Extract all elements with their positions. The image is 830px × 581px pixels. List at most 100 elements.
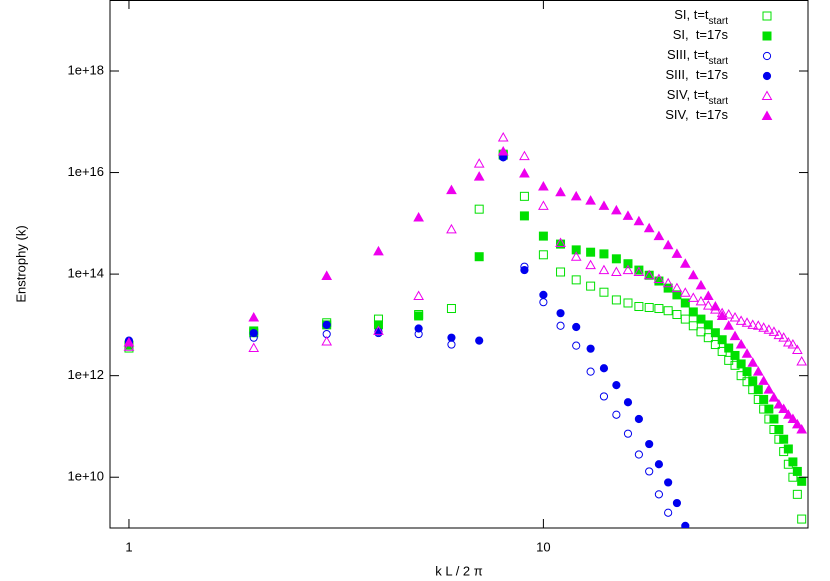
marker <box>611 254 621 264</box>
marker <box>662 239 674 250</box>
marker <box>611 295 621 305</box>
marker <box>519 150 530 161</box>
marker <box>519 211 529 221</box>
marker <box>753 385 763 395</box>
legend-label: SIII, t=tstart <box>667 47 728 67</box>
marker <box>599 287 609 297</box>
marker <box>768 392 780 402</box>
legend-name: SIII, t=17s <box>665 67 728 82</box>
marker <box>622 210 634 220</box>
marker <box>723 320 735 330</box>
marker <box>653 273 665 284</box>
marker <box>413 212 424 222</box>
y-tick-label: 1e+10 <box>67 469 104 484</box>
marker <box>796 423 808 434</box>
marker <box>653 230 665 241</box>
marker <box>710 328 720 338</box>
legend-subscript: start <box>709 56 729 67</box>
marker <box>475 336 484 345</box>
marker <box>585 259 596 270</box>
marker <box>447 333 456 342</box>
marker <box>773 329 785 340</box>
marker <box>730 350 740 360</box>
marker <box>538 200 549 210</box>
marker <box>623 398 633 407</box>
marker <box>645 467 654 476</box>
marker <box>643 269 655 280</box>
marker <box>611 204 622 215</box>
legend-marker <box>762 11 772 21</box>
marker <box>643 222 655 233</box>
marker <box>474 252 484 262</box>
marker <box>748 376 758 386</box>
marker <box>612 381 621 390</box>
marker <box>736 359 746 369</box>
marker <box>696 314 706 324</box>
marker <box>321 270 333 280</box>
marker <box>248 342 260 353</box>
marker <box>724 355 734 365</box>
marker <box>768 326 780 336</box>
marker <box>571 245 581 255</box>
marker <box>758 375 770 385</box>
marker <box>681 521 690 528</box>
marker <box>570 190 582 201</box>
marker <box>688 321 698 331</box>
marker <box>695 295 707 306</box>
marker <box>679 258 691 268</box>
marker <box>729 330 741 341</box>
marker <box>123 336 135 347</box>
marker <box>539 290 548 299</box>
marker <box>599 392 609 401</box>
marker <box>788 457 798 467</box>
marker <box>571 275 581 285</box>
marker <box>671 248 683 258</box>
marker <box>717 335 727 345</box>
legend-label: SIV, t=17s <box>665 107 728 122</box>
marker <box>783 444 793 454</box>
legend-name: SI, t=t <box>674 7 709 22</box>
x-tick-label: 1 <box>125 539 132 554</box>
marker <box>654 276 664 286</box>
marker <box>634 450 643 459</box>
marker <box>645 439 654 449</box>
marker <box>735 339 747 349</box>
marker <box>373 245 384 256</box>
legend-label: SI, t=tstart <box>674 7 728 27</box>
legend-marker <box>762 31 772 41</box>
marker <box>585 195 596 205</box>
marker <box>774 425 784 435</box>
marker <box>671 282 683 293</box>
marker <box>598 200 610 210</box>
y-tick-label: 1e+12 <box>67 367 104 382</box>
marker <box>519 167 530 178</box>
marker <box>447 340 456 349</box>
marker <box>556 267 566 277</box>
marker <box>414 324 423 333</box>
marker <box>611 266 622 277</box>
marker <box>599 249 609 259</box>
x-axis-title: k L / 2 π <box>435 563 483 578</box>
marker <box>538 250 548 260</box>
marker <box>782 409 794 419</box>
marker <box>249 328 258 338</box>
marker <box>497 145 509 156</box>
marker <box>747 319 759 329</box>
marker <box>474 204 484 214</box>
marker <box>680 314 690 324</box>
legend-marker <box>761 90 773 100</box>
marker <box>633 266 645 277</box>
legend-name: SIII, t=t <box>667 47 709 62</box>
marker <box>586 281 596 291</box>
legend-marker <box>762 71 772 81</box>
marker <box>791 418 803 429</box>
marker <box>586 344 595 353</box>
marker <box>570 251 582 261</box>
y-tick-label: 1e+16 <box>67 164 104 179</box>
marker <box>663 306 673 316</box>
marker <box>446 184 457 195</box>
marker <box>586 367 595 376</box>
legend-label: SIV, t=tstart <box>667 87 728 107</box>
marker <box>634 265 644 275</box>
